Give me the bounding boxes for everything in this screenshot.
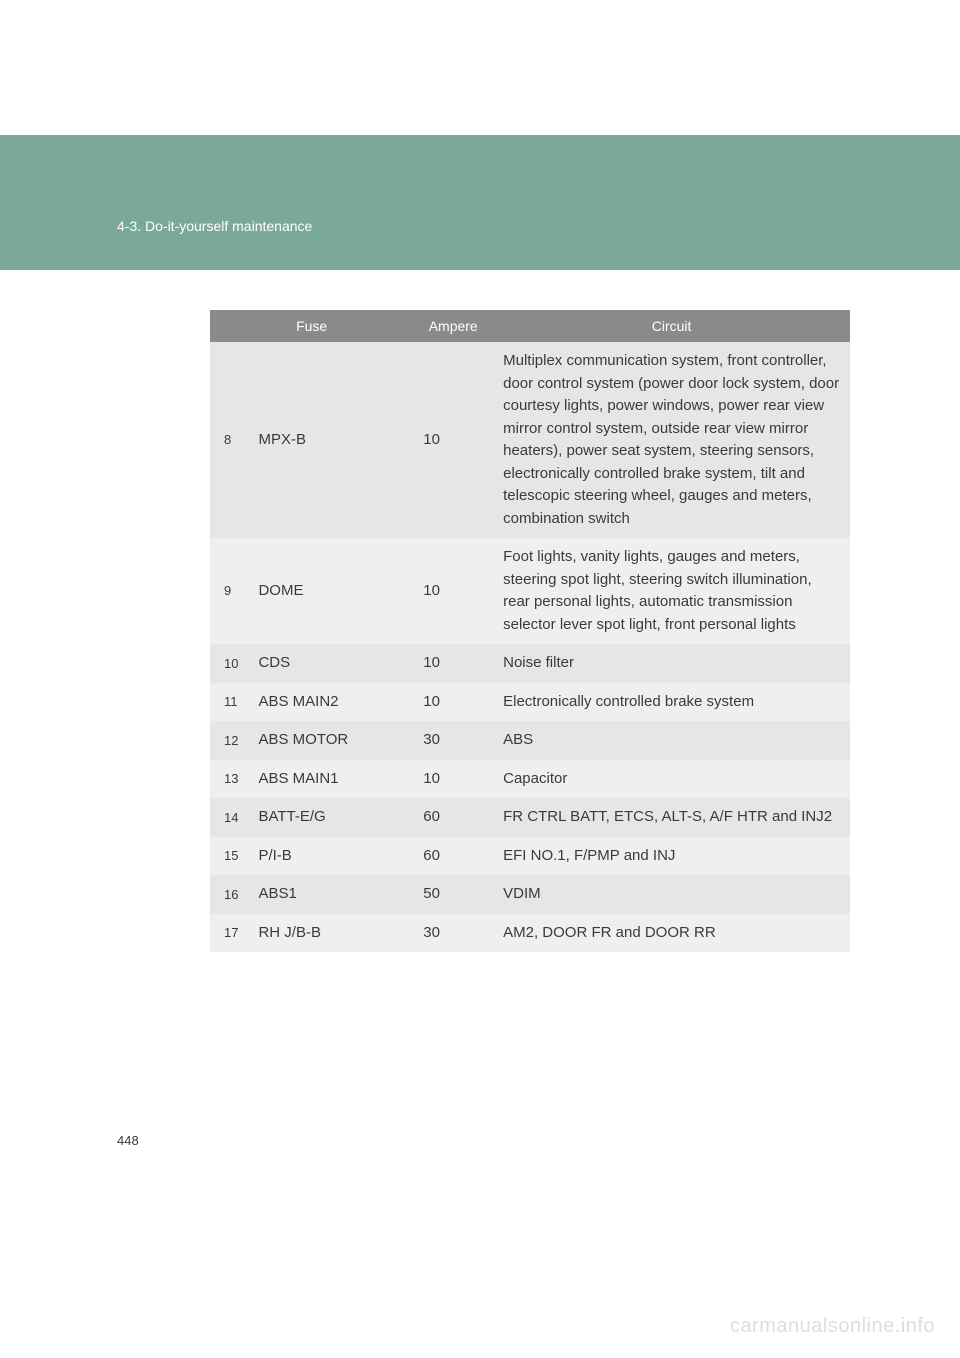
ampere-header: Ampere xyxy=(413,310,493,342)
row-ampere: 50 xyxy=(413,875,493,914)
row-circuit: Electronically controlled brake system xyxy=(493,683,850,722)
row-num: 8 xyxy=(210,342,248,538)
row-ampere: 10 xyxy=(413,644,493,683)
row-circuit: Capacitor xyxy=(493,760,850,799)
header-band xyxy=(0,135,960,270)
row-ampere: 10 xyxy=(413,683,493,722)
table-row: 16 ABS1 50 VDIM xyxy=(210,875,850,914)
row-fuse: RH J/B-B xyxy=(248,914,413,953)
fuse-table: Fuse Ampere Circuit 8 MPX-B 10 Multiplex… xyxy=(210,310,850,952)
row-num: 9 xyxy=(210,538,248,644)
page-number: 448 xyxy=(117,1133,139,1148)
row-circuit: EFI NO.1, F/PMP and INJ xyxy=(493,837,850,876)
row-ampere: 60 xyxy=(413,798,493,837)
table-row: 8 MPX-B 10 Multiplex communication syste… xyxy=(210,342,850,538)
table-row: 12 ABS MOTOR 30 ABS xyxy=(210,721,850,760)
row-num: 16 xyxy=(210,875,248,914)
table-row: 9 DOME 10 Foot lights, vanity lights, ga… xyxy=(210,538,850,644)
row-circuit: Foot lights, vanity lights, gauges and m… xyxy=(493,538,850,644)
row-num: 11 xyxy=(210,683,248,722)
row-num: 15 xyxy=(210,837,248,876)
table-row: 11 ABS MAIN2 10 Electronically controlle… xyxy=(210,683,850,722)
row-circuit: ABS xyxy=(493,721,850,760)
row-fuse: ABS MAIN1 xyxy=(248,760,413,799)
watermark: carmanualsonline.info xyxy=(730,1315,935,1338)
table-row: 17 RH J/B-B 30 AM2, DOOR FR and DOOR RR xyxy=(210,914,850,953)
circuit-header: Circuit xyxy=(493,310,850,342)
table-row: 14 BATT-E/G 60 FR CTRL BATT, ETCS, ALT-S… xyxy=(210,798,850,837)
row-circuit: VDIM xyxy=(493,875,850,914)
row-fuse: ABS1 xyxy=(248,875,413,914)
row-ampere: 30 xyxy=(413,914,493,953)
row-ampere: 30 xyxy=(413,721,493,760)
row-num: 12 xyxy=(210,721,248,760)
row-num: 13 xyxy=(210,760,248,799)
row-ampere: 10 xyxy=(413,538,493,644)
table-row: 13 ABS MAIN1 10 Capacitor xyxy=(210,760,850,799)
fuse-table-container: Fuse Ampere Circuit 8 MPX-B 10 Multiplex… xyxy=(210,310,850,952)
row-fuse: ABS MAIN2 xyxy=(248,683,413,722)
row-ampere: 60 xyxy=(413,837,493,876)
row-circuit: Noise filter xyxy=(493,644,850,683)
row-circuit: Multiplex communication system, front co… xyxy=(493,342,850,538)
row-fuse: P/I-B xyxy=(248,837,413,876)
table-body: 8 MPX-B 10 Multiplex communication syste… xyxy=(210,342,850,952)
table-row: 15 P/I-B 60 EFI NO.1, F/PMP and INJ xyxy=(210,837,850,876)
row-fuse: DOME xyxy=(248,538,413,644)
row-fuse: BATT-E/G xyxy=(248,798,413,837)
row-ampere: 10 xyxy=(413,342,493,538)
row-num: 14 xyxy=(210,798,248,837)
row-num: 17 xyxy=(210,914,248,953)
table-row: 10 CDS 10 Noise filter xyxy=(210,644,850,683)
row-circuit: FR CTRL BATT, ETCS, ALT-S, A/F HTR and I… xyxy=(493,798,850,837)
row-fuse: CDS xyxy=(248,644,413,683)
section-title: 4-3. Do-it-yourself maintenance xyxy=(117,218,312,234)
row-ampere: 10 xyxy=(413,760,493,799)
row-fuse: MPX-B xyxy=(248,342,413,538)
row-num: 10 xyxy=(210,644,248,683)
row-fuse: ABS MOTOR xyxy=(248,721,413,760)
row-circuit: AM2, DOOR FR and DOOR RR xyxy=(493,914,850,953)
table-header-row: Fuse Ampere Circuit xyxy=(210,310,850,342)
fuse-header: Fuse xyxy=(210,310,413,342)
